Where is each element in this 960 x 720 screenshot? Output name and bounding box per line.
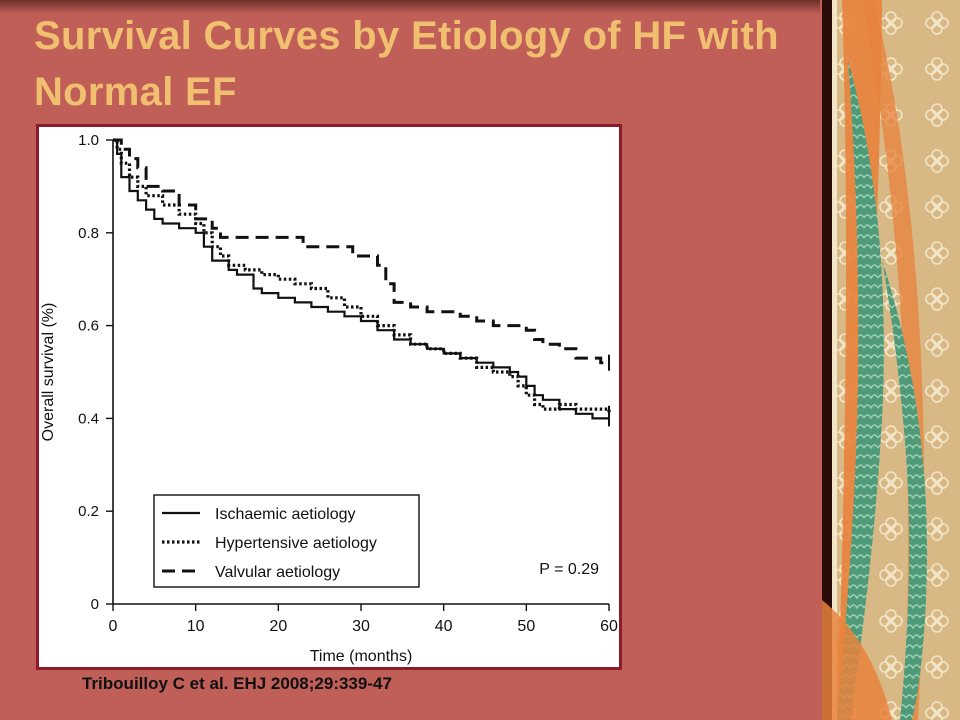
chart-legend: Ischaemic aetiology Hypertensive aetiolog… (153, 494, 420, 588)
y-tick-label: 0.6 (78, 318, 99, 335)
x-axis-label: Time (months) (310, 648, 413, 665)
top-shadow (0, 0, 820, 14)
legend-label: Hypertensive aetiology (215, 535, 377, 552)
series-layer (113, 138, 611, 427)
slide-title: Survival Curves by Etiology of HF with N… (34, 14, 779, 114)
y-tick-label: 0 (91, 596, 99, 613)
x-tick-label: 20 (269, 618, 287, 635)
legend-label: Valvular aetiology (215, 564, 340, 581)
decorative-border (822, 0, 960, 720)
x-tick-label: 40 (435, 618, 453, 635)
x-tick-label: 10 (187, 618, 205, 635)
y-tick-label: 1.0 (78, 132, 99, 149)
y-tick-label: 0.2 (78, 503, 99, 520)
series-line-dashed (113, 138, 609, 365)
y-axis-label: Overall survival (%) (40, 303, 57, 442)
series-line-solid (113, 138, 609, 420)
x-tick-label: 0 (109, 618, 118, 635)
citation: Tribouilloy C et al. EHJ 2008;29:339-47 (82, 674, 392, 693)
x-tick-label: 30 (352, 618, 370, 635)
legend-label: Ischaemic aetiology (215, 506, 356, 523)
x-tick-label: 60 (600, 618, 618, 635)
series-line-dotted (113, 138, 611, 414)
x-tick-label: 50 (517, 618, 535, 635)
p-value-annotation: P = 0.29 (539, 561, 599, 578)
survival-chart: 0 0.2 0.4 0.6 0.8 1.0 0 10 20 30 40 50 60 Ischaemic … (40, 132, 618, 665)
y-tick-label: 0.8 (78, 225, 99, 242)
y-tick-label: 0.4 (78, 410, 99, 427)
chart-axes: 0 0.2 0.4 0.6 0.8 1.0 0 10 20 30 40 50 60 (78, 132, 618, 635)
chart-frame: 0 0.2 0.4 0.6 0.8 1.0 0 10 20 30 40 50 60 Ischaemic … (36, 124, 622, 670)
